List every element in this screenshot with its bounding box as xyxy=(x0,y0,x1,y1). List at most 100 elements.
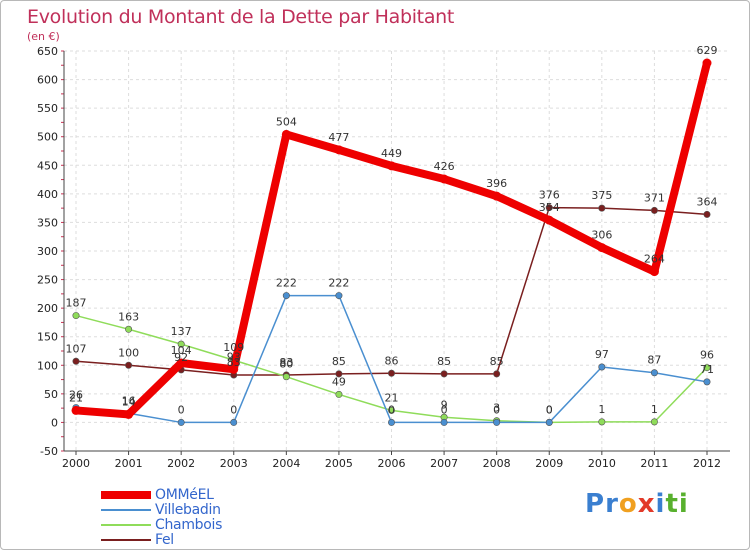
y-tick-label: 350 xyxy=(37,216,58,229)
data-label: 93 xyxy=(227,350,241,363)
data-point xyxy=(544,215,554,225)
data-label: 71 xyxy=(700,363,714,376)
data-label: 222 xyxy=(276,277,297,290)
data-point xyxy=(282,292,290,300)
data-label: 26 xyxy=(69,389,83,402)
data-label: 9 xyxy=(441,398,448,411)
data-label: 504 xyxy=(276,115,297,128)
data-label: 83 xyxy=(279,356,293,369)
legend-label: OMMéEL xyxy=(155,487,214,503)
x-tick-label: 2003 xyxy=(220,457,248,470)
data-label: 426 xyxy=(434,160,455,173)
data-label: 109 xyxy=(223,341,244,354)
data-label: 354 xyxy=(539,201,560,214)
data-point xyxy=(281,129,291,139)
data-point xyxy=(545,204,553,212)
data-label: 14 xyxy=(122,395,136,408)
y-tick-label: 200 xyxy=(37,302,58,315)
data-label: 0 xyxy=(178,403,185,416)
x-tick-label: 2005 xyxy=(325,457,353,470)
data-point xyxy=(439,174,449,184)
data-label: 100 xyxy=(118,346,139,359)
data-label: 107 xyxy=(66,342,87,355)
legend-swatch xyxy=(101,539,151,541)
x-tick-label: 2002 xyxy=(167,457,195,470)
data-point xyxy=(125,325,133,333)
data-point xyxy=(335,390,343,398)
logo-letter: r xyxy=(605,489,619,519)
data-label: 629 xyxy=(697,44,718,57)
data-label: 187 xyxy=(66,297,87,310)
data-point xyxy=(440,418,448,426)
x-tick-label: 2006 xyxy=(378,457,406,470)
data-point xyxy=(335,292,343,300)
data-point xyxy=(598,418,606,426)
data-label: 0 xyxy=(546,403,553,416)
data-point xyxy=(177,340,185,348)
data-label: 0 xyxy=(230,403,237,416)
data-point xyxy=(387,369,395,377)
data-point xyxy=(229,364,239,374)
data-point xyxy=(72,312,80,320)
y-tick-label: 550 xyxy=(37,102,58,115)
legend-label: Fel xyxy=(155,532,174,548)
y-tick-label: 500 xyxy=(37,131,58,144)
data-point xyxy=(702,58,712,68)
data-point xyxy=(650,206,658,214)
data-label: 80 xyxy=(279,358,293,371)
data-label: 264 xyxy=(644,253,665,266)
data-label: 163 xyxy=(118,310,139,323)
y-tick-label: 650 xyxy=(37,45,58,58)
x-tick-label: 2011 xyxy=(640,457,668,470)
data-label: 21 xyxy=(69,391,83,404)
y-tick-label: 0 xyxy=(51,416,58,429)
data-point xyxy=(703,378,711,386)
x-tick-label: 2007 xyxy=(430,457,458,470)
data-point xyxy=(650,369,658,377)
logo-letter: i xyxy=(655,489,666,519)
data-point xyxy=(649,267,659,277)
data-label: 0 xyxy=(441,403,448,416)
data-point xyxy=(387,418,395,426)
data-label: 396 xyxy=(486,177,507,190)
data-point xyxy=(176,358,186,368)
legend-swatch xyxy=(101,524,151,526)
x-tick-label: 2004 xyxy=(272,457,300,470)
y-tick-label: 450 xyxy=(37,159,58,172)
chart-title: Evolution du Montant de la Dette par Hab… xyxy=(27,6,455,28)
data-label: 85 xyxy=(332,355,346,368)
data-label: 85 xyxy=(490,355,504,368)
x-tick-label: 2012 xyxy=(693,457,721,470)
data-label: 137 xyxy=(171,325,192,338)
data-point xyxy=(493,418,501,426)
data-label: 0 xyxy=(546,403,553,416)
data-label: 222 xyxy=(328,277,349,290)
y-tick-label: 150 xyxy=(37,331,58,344)
data-point xyxy=(597,243,607,253)
data-point xyxy=(72,357,80,365)
data-point xyxy=(71,405,81,415)
logo-letter: i xyxy=(678,489,689,519)
logo-letter: o xyxy=(618,489,638,519)
y-tick-label: -50 xyxy=(40,445,58,458)
data-label: 0 xyxy=(493,403,500,416)
data-label: 375 xyxy=(591,189,612,202)
proxiti-logo: Proxiti xyxy=(585,489,689,519)
data-label: 96 xyxy=(700,349,714,362)
data-label: 371 xyxy=(644,191,665,204)
data-point xyxy=(440,370,448,378)
legend-swatch xyxy=(101,491,151,499)
x-tick-label: 2010 xyxy=(588,457,616,470)
legend-swatch xyxy=(101,509,151,511)
data-label: 104 xyxy=(171,344,192,357)
data-label: 86 xyxy=(385,354,399,367)
data-label: 16 xyxy=(122,394,136,407)
data-point xyxy=(703,364,711,372)
data-point xyxy=(125,361,133,369)
data-label: 477 xyxy=(328,131,349,144)
data-point xyxy=(387,406,395,414)
x-tick-label: 2000 xyxy=(62,457,90,470)
data-point xyxy=(545,418,553,426)
y-tick-label: 600 xyxy=(37,74,58,87)
